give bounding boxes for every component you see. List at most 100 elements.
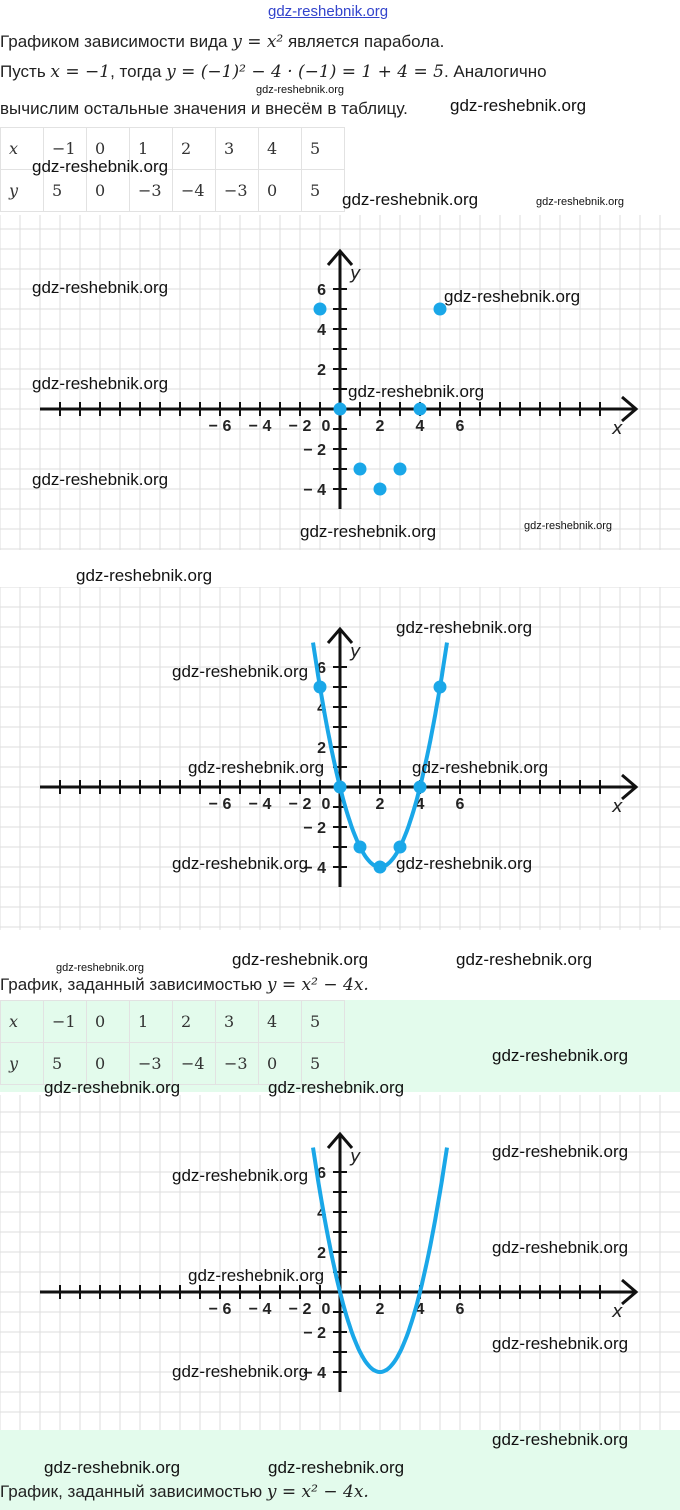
data-point: [433, 680, 447, 694]
x-tick-label: − 4: [249, 1301, 272, 1318]
x-tick-label: − 4: [249, 418, 272, 435]
y-axis-label: y: [349, 641, 361, 662]
watermark: gdz-reshebnik.org: [172, 1362, 309, 1381]
x-tick-label: 0: [322, 418, 331, 435]
y-tick-label: 4: [317, 322, 326, 339]
watermark: gdz-reshebnik.org: [450, 96, 587, 115]
y-tick-label: − 2: [303, 1325, 326, 1342]
watermark: gdz-reshebnik.org: [342, 190, 479, 209]
x-tick-label: − 2: [289, 796, 312, 813]
data-point: [373, 860, 387, 874]
text: является парабола.: [283, 32, 445, 51]
cell: 0: [86, 1000, 130, 1043]
cell: 5: [301, 127, 345, 170]
x-axis-label: x: [611, 796, 623, 817]
x-axis-arrow: [621, 1278, 639, 1306]
data-point: [353, 840, 367, 854]
cell: x: [0, 1000, 44, 1043]
x-tick-label: 2: [376, 418, 385, 435]
watermark: gdz-reshebnik.org: [44, 1078, 181, 1097]
values-table-1: x −1 0 1 2 3 4 5 y 5 0 −3 −4 −3 0 5: [0, 127, 345, 212]
x-tick-label: 6: [456, 796, 465, 813]
data-point: [413, 780, 427, 794]
cell: 0: [86, 169, 130, 212]
watermark: gdz-reshebnik.org: [524, 520, 613, 532]
graph-parabola-with-points: − 6 − 4 − 2 0 2 4 6 6 4 2 − 2 − 4 x y: [0, 587, 680, 930]
text: . Аналогично: [443, 62, 547, 81]
watermark: gdz-reshebnik.org: [492, 1238, 629, 1257]
text: Графиком зависимости вида: [0, 32, 233, 51]
watermark: gdz-reshebnik.org: [188, 758, 325, 777]
watermark: gdz-reshebnik.org: [172, 854, 309, 873]
y-tick-label: 2: [317, 1245, 326, 1262]
watermark: gdz-reshebnik.org: [492, 1334, 629, 1353]
text: , тогда: [110, 62, 167, 81]
data-point: [353, 462, 367, 476]
cell: −1: [43, 1000, 87, 1043]
x-tick-label: − 4: [249, 796, 272, 813]
graph-points: − 6 − 4 − 2 0 2 4 6 6 4 2 − 2 − 4 x y: [0, 215, 680, 550]
x-axis-arrow: [621, 773, 639, 801]
cell: −3: [129, 1042, 173, 1085]
data-point: [313, 680, 327, 694]
watermark: gdz-reshebnik.org: [76, 566, 213, 585]
intro-line-3: вычислим остальные значения и внесём в т…: [0, 99, 408, 118]
watermark: gdz-reshebnik.org: [32, 470, 169, 489]
watermark: gdz-reshebnik.org: [396, 618, 533, 637]
x-tick-label: − 6: [209, 1301, 232, 1318]
x-tick-label: − 6: [209, 418, 232, 435]
data-point: [333, 402, 347, 416]
cell: 5: [43, 169, 87, 212]
y-tick-label: − 2: [303, 820, 326, 837]
cell: 0: [86, 1042, 130, 1085]
cell: −3: [215, 1042, 259, 1085]
site-link[interactable]: gdz-reshebnik.org: [268, 3, 389, 20]
graph-parabola: − 6 − 4 − 2 0 2 4 6 6 4 2 − 2 − 4 x y: [0, 1095, 680, 1430]
x-tick-label: − 2: [289, 1301, 312, 1318]
y-axis-label: y: [349, 263, 361, 284]
x-tick-label: 6: [456, 1301, 465, 1318]
watermark: gdz-reshebnik.org: [300, 522, 437, 541]
formula: x = −1: [50, 62, 111, 82]
table-row-x: x −1 0 1 2 3 4 5: [0, 127, 345, 170]
watermark: gdz-reshebnik.org: [44, 1458, 181, 1477]
cell: 0: [258, 1042, 302, 1085]
data-point: [413, 402, 427, 416]
watermark: gdz-reshebnik.org: [396, 854, 533, 873]
y-tick-label: − 4: [303, 482, 326, 499]
cell: x: [0, 127, 44, 170]
watermark: gdz-reshebnik.org: [268, 1458, 405, 1477]
y-axis-arrow: [326, 248, 354, 266]
y-tick-label: − 2: [303, 442, 326, 459]
data-point: [373, 482, 387, 496]
x-tick-label: 4: [416, 796, 425, 813]
formula: y = x² − 4x.: [266, 1482, 369, 1502]
y-tick-label: − 4: [303, 860, 326, 877]
watermark: gdz-reshebnik.org: [456, 950, 593, 969]
table-row-x: x −1 0 1 2 3 4 5: [0, 1000, 345, 1043]
watermark: gdz-reshebnik.org: [348, 382, 485, 401]
table-row-y: y 5 0 −3 −4 −3 0 5: [0, 169, 345, 212]
cell: 5: [301, 169, 345, 212]
text: График, заданный зависимостью: [0, 975, 267, 994]
text: График, заданный зависимостью: [0, 1482, 267, 1501]
y-tick-label: 6: [317, 1165, 326, 1182]
y-tick-label: 2: [317, 740, 326, 757]
cell: 3: [215, 127, 259, 170]
cell: y: [0, 1042, 44, 1085]
y-tick-label: − 4: [303, 1365, 326, 1382]
y-tick-label: 4: [317, 700, 326, 717]
y-tick-label: 2: [317, 362, 326, 379]
watermark: gdz-reshebnik.org: [412, 758, 549, 777]
x-axis-arrow: [621, 395, 639, 423]
data-point: [393, 462, 407, 476]
cell: 4: [258, 127, 302, 170]
y-axis-label: y: [349, 1146, 361, 1167]
cell: −4: [172, 169, 216, 212]
cell: −3: [129, 169, 173, 212]
intro-line-1: Графиком зависимости вида y = x² являетс…: [0, 32, 444, 52]
intro-line-2: Пусть x = −1, тогда y = (−1)² − 4 · (−1)…: [0, 62, 547, 82]
cell: 3: [215, 1000, 259, 1043]
x-tick-label: 2: [376, 796, 385, 813]
x-tick-label: 4: [416, 418, 425, 435]
